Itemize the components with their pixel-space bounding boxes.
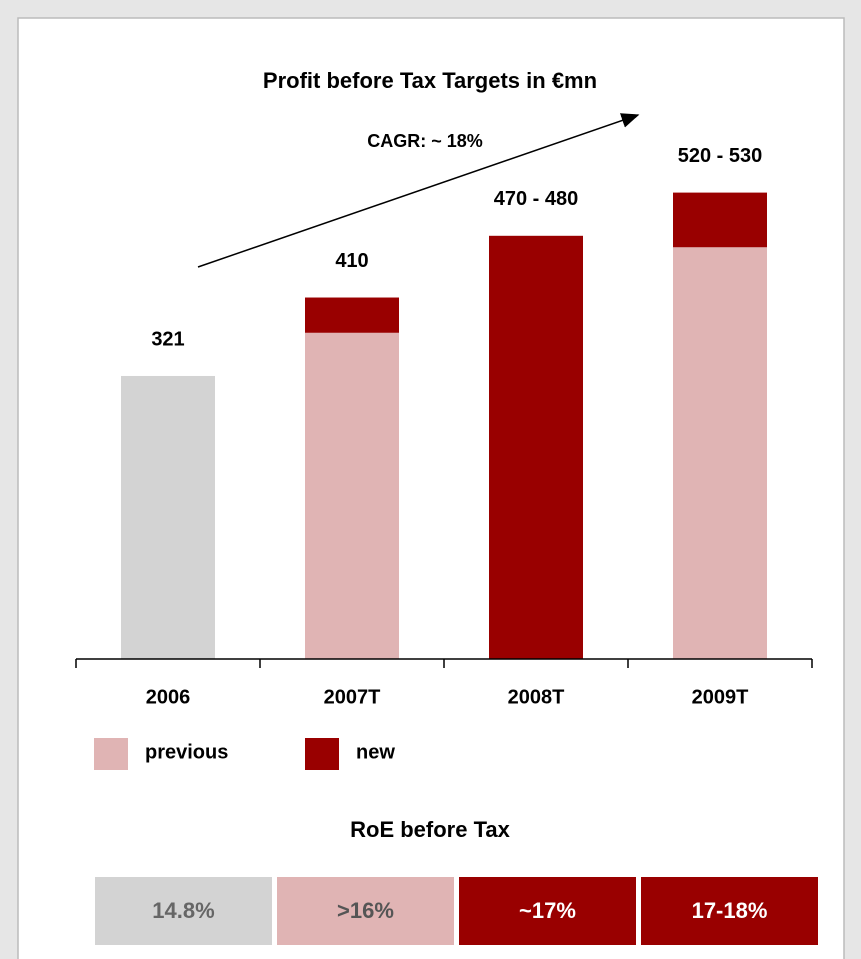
roe-value: >16% (337, 898, 394, 923)
chart-title: Profit before Tax Targets in €mn (263, 68, 597, 93)
bar-label: 470 - 480 (494, 188, 579, 210)
x-tick-label: 2006 (146, 686, 191, 708)
x-tick-label: 2007T (324, 686, 381, 708)
roe-cell (277, 877, 454, 945)
roe-cell (95, 877, 272, 945)
roe-value: 14.8% (152, 898, 214, 923)
bar-label: 520 - 530 (678, 145, 763, 167)
legend-swatch (94, 738, 128, 770)
bar-segment (121, 375, 215, 659)
legend-swatch (305, 738, 339, 770)
bar-segment (305, 332, 399, 659)
bar-segment (673, 192, 767, 248)
bar-label: 321 (151, 328, 184, 350)
bar-segment (305, 297, 399, 333)
roe-value: ~17% (519, 898, 576, 923)
bar-segment (489, 235, 583, 660)
x-tick-label: 2009T (692, 686, 749, 708)
bar-segment (673, 247, 767, 660)
roe-value: 17-18% (692, 898, 768, 923)
legend-label: previous (145, 741, 228, 763)
legend-label: new (356, 741, 395, 763)
roe-title: RoE before Tax (350, 817, 511, 842)
annotation: CAGR: ~ 18% (367, 131, 483, 151)
cagr-arrow (197, 113, 640, 268)
bar-label: 410 (335, 250, 368, 272)
roe-cell (641, 877, 818, 945)
x-tick-label: 2008T (508, 686, 565, 708)
roe-cell (459, 877, 636, 945)
